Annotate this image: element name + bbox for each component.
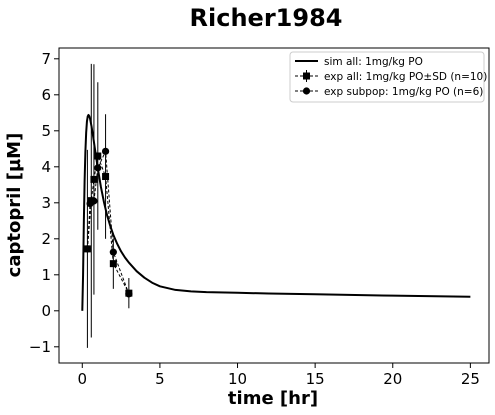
legend-item-exp-subpop: exp subpop: 1mg/kg PO (n=6) [324,86,483,98]
plot-frame [58,47,490,364]
y-tick-label: 1 [41,266,51,284]
exp-subpop-point [109,248,117,256]
legend-box [289,51,485,103]
exp-all-point [125,289,133,297]
series-sim-line [81,113,471,311]
chart-title: Richer1984 [190,4,343,32]
x-tick-label: 5 [155,370,165,388]
exp-all-point [90,175,98,183]
legend-item-exp-all: exp all: 1mg/kg PO±SD (n=10) [324,71,487,83]
legend-item-sim: sim all: 1mg/kg PO [324,56,423,68]
y-tick-label: 4 [41,158,51,176]
x-tick-label: 10 [228,370,247,388]
x-tick-label: 15 [306,370,325,388]
x-axis-label: time [hr] [228,388,318,409]
y-axis: −1 0 1 2 3 4 5 6 7 [29,50,59,356]
y-tick-label: 3 [41,194,51,212]
y-tick-label: 7 [41,50,51,68]
exp-all-point [94,152,102,160]
x-tick-label: 0 [78,370,88,388]
plot-area [81,63,471,348]
y-tick-label: 6 [41,86,51,104]
y-tick-label: 0 [41,302,51,320]
legend-exp-subpop-marker [302,87,311,95]
exp-all-point [109,260,117,268]
legend: sim all: 1mg/kg PO exp all: 1mg/kg PO±SD… [289,51,487,103]
x-tick-label: 25 [461,370,480,388]
exp-all-point [83,245,91,253]
exp-all-point [87,197,95,205]
x-axis: 0 5 10 15 20 25 [78,363,480,388]
exp-subpop-point [101,147,110,155]
x-tick-label: 20 [383,370,402,388]
exp-all-point [102,173,110,181]
y-axis-label: captopril [µM] [4,133,25,278]
legend-exp-all-marker [303,72,310,80]
y-tick-label: −1 [29,338,51,356]
exp-subpop-point [94,164,102,172]
y-tick-label: 2 [41,230,51,248]
y-tick-label: 5 [41,122,51,140]
